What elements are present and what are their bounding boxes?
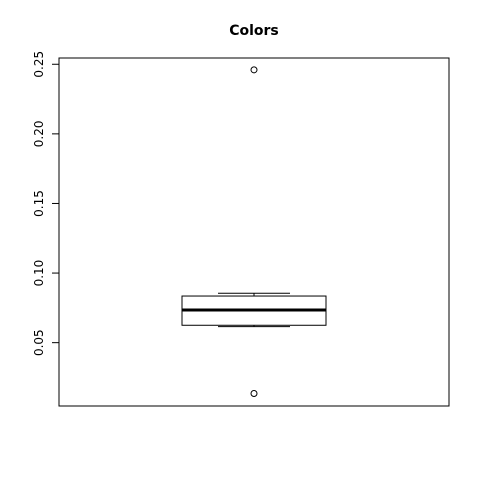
box-plot <box>181 66 327 397</box>
y-tick-label: 0.15 <box>32 190 46 217</box>
plot-frame <box>58 57 450 407</box>
chart-title: Colors <box>229 23 279 39</box>
y-tick-label: 0.05 <box>32 329 46 356</box>
y-axis: 0.05 0.10 0.15 0.20 0.25 <box>32 51 60 356</box>
y-tick-label: 0.20 <box>32 121 46 148</box>
y-tick-label: 0.25 <box>32 51 46 78</box>
outlier-point <box>250 389 258 397</box>
y-tick-label: 0.10 <box>32 260 46 287</box>
outlier-point <box>250 66 258 74</box>
